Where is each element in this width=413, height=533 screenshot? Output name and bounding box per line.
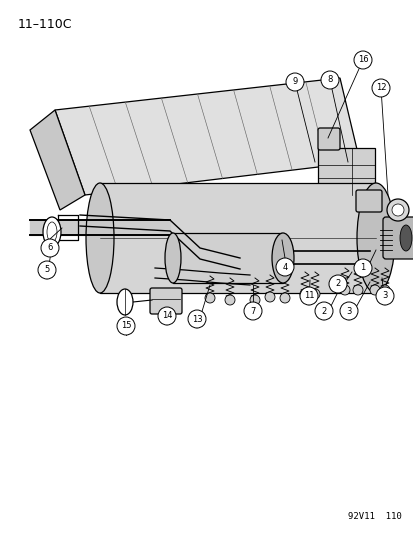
Ellipse shape <box>356 183 394 293</box>
Circle shape <box>369 285 379 295</box>
FancyBboxPatch shape <box>355 190 381 212</box>
Circle shape <box>204 293 214 303</box>
Text: 1: 1 <box>359 263 365 272</box>
Circle shape <box>41 239 59 257</box>
Ellipse shape <box>47 222 57 242</box>
Text: 13: 13 <box>191 314 202 324</box>
Text: 12: 12 <box>375 84 385 93</box>
Circle shape <box>279 293 289 303</box>
Text: 11: 11 <box>303 292 313 301</box>
Circle shape <box>188 310 206 328</box>
Circle shape <box>117 317 135 335</box>
Text: 14: 14 <box>161 311 172 320</box>
Circle shape <box>314 302 332 320</box>
Circle shape <box>158 307 176 325</box>
Circle shape <box>285 73 303 91</box>
Ellipse shape <box>399 225 411 251</box>
Circle shape <box>264 292 274 302</box>
Text: 8: 8 <box>327 76 332 85</box>
Text: 2: 2 <box>335 279 340 288</box>
Polygon shape <box>317 148 374 195</box>
Polygon shape <box>30 110 85 210</box>
Circle shape <box>371 79 389 97</box>
Circle shape <box>299 287 317 305</box>
FancyBboxPatch shape <box>150 288 182 314</box>
Text: 4: 4 <box>282 262 287 271</box>
Text: 92V11  110: 92V11 110 <box>347 512 401 521</box>
Circle shape <box>275 258 293 276</box>
Circle shape <box>224 295 235 305</box>
Circle shape <box>379 285 389 295</box>
Text: 15: 15 <box>121 321 131 330</box>
Circle shape <box>353 51 371 69</box>
Polygon shape <box>55 78 359 195</box>
Ellipse shape <box>386 199 408 221</box>
Circle shape <box>328 275 346 293</box>
Circle shape <box>299 289 309 299</box>
Circle shape <box>309 289 319 299</box>
Ellipse shape <box>165 233 180 283</box>
Circle shape <box>249 295 259 305</box>
Bar <box>100 183 375 293</box>
Circle shape <box>243 302 261 320</box>
Text: 5: 5 <box>44 265 50 274</box>
Text: 3: 3 <box>346 306 351 316</box>
FancyBboxPatch shape <box>382 217 413 259</box>
Text: 2: 2 <box>320 306 326 316</box>
Circle shape <box>353 259 371 277</box>
Circle shape <box>339 302 357 320</box>
Circle shape <box>38 261 56 279</box>
Circle shape <box>375 287 393 305</box>
Ellipse shape <box>86 183 114 293</box>
Text: 16: 16 <box>357 55 368 64</box>
FancyBboxPatch shape <box>317 128 339 150</box>
Ellipse shape <box>117 289 133 315</box>
Circle shape <box>339 285 349 295</box>
Text: 6: 6 <box>47 244 52 253</box>
Bar <box>173 233 282 283</box>
Text: 9: 9 <box>292 77 297 86</box>
Ellipse shape <box>43 217 61 247</box>
Circle shape <box>352 285 362 295</box>
Text: 11–110C: 11–110C <box>18 18 72 31</box>
Ellipse shape <box>391 204 403 216</box>
Text: 7: 7 <box>250 306 255 316</box>
Circle shape <box>320 71 338 89</box>
Text: 3: 3 <box>381 292 387 301</box>
Ellipse shape <box>271 233 293 283</box>
